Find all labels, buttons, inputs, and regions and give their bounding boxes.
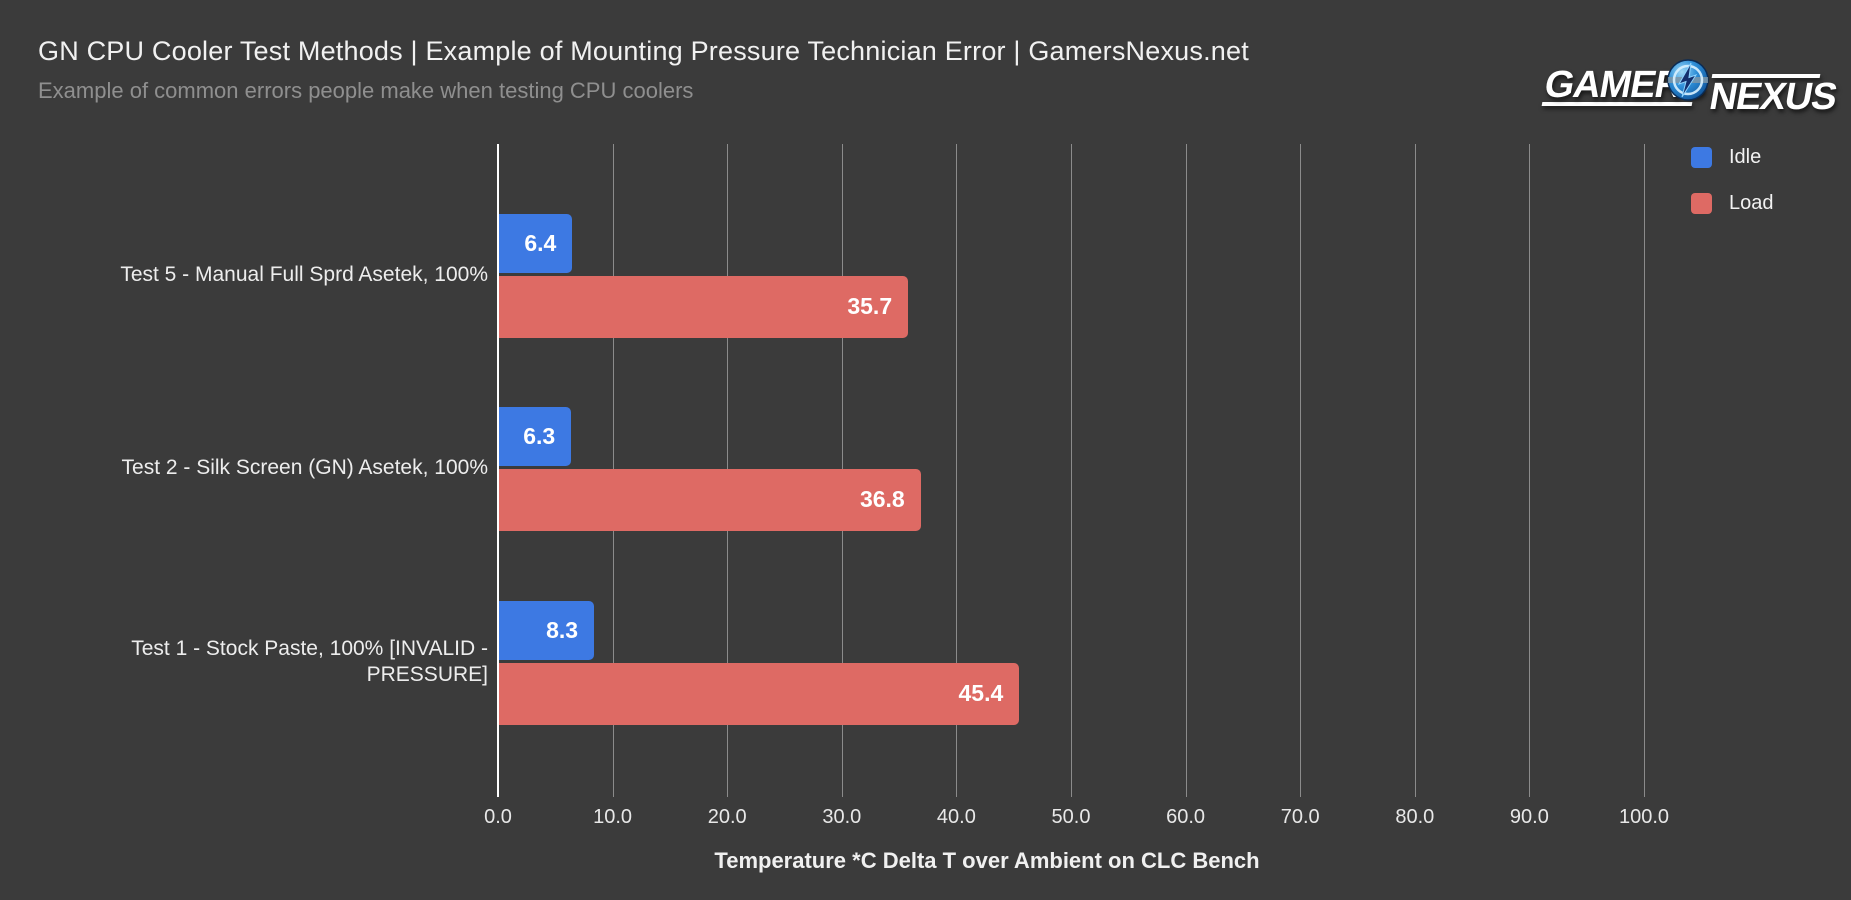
logo-text-nexus: NEXUS [1706,76,1840,118]
x-tick-label: 90.0 [1509,806,1549,828]
gridline [1414,144,1416,797]
gamersnexus-logo: GAMERS NEXUS [1540,50,1840,125]
load-bar [499,662,1020,725]
bar-value-label: 6.3 [523,422,556,449]
legend-label-idle: Idle [1729,145,1762,168]
x-tick-label: 50.0 [1051,806,1091,828]
x-axis-title: Temperature *C Delta T over Ambient on C… [714,848,1260,873]
category-label: Test 2 - Silk Screen (GN) Asetek, 100% [121,455,488,479]
gridline [1529,144,1531,797]
bar-value-label: 45.4 [958,680,1004,706]
y-axis-line [497,144,499,797]
category-label: Test 5 - Manual Full Sprd Asetek, 100% [120,262,488,286]
gridline [956,144,958,797]
x-tick-label: 30.0 [822,806,862,828]
bar-value-label: 6.4 [524,229,557,256]
idle-swatch-icon [1691,146,1712,168]
x-tick-label: 80.0 [1395,806,1435,828]
category-label: Test 1 - Stock Paste, 100% [INVALID - PR… [131,636,488,686]
gridline [1644,144,1645,797]
bar-value-label: 35.7 [847,293,893,319]
chart-title: GN CPU Cooler Test Methods | Example of … [38,36,1249,66]
load-bar [499,468,921,531]
idle-bar [499,406,572,466]
globe-lightning-icon [1667,59,1709,101]
x-tick-label: 60.0 [1166,806,1206,828]
gridline [1185,144,1187,797]
x-tick-label: 70.0 [1280,806,1320,828]
legend-item-load: Load [1691,191,1774,215]
gridline [1300,144,1302,797]
x-tick-label: 20.0 [707,806,747,828]
chart-subtitle: Example of common errors people make whe… [38,78,694,103]
idle-bar [499,213,573,273]
load-swatch-icon [1691,192,1712,214]
bar-value-label: 36.8 [859,486,905,512]
load-bar [499,275,909,338]
x-tick-label: 10.0 [593,806,633,828]
x-tick-label: 0.0 [484,806,512,828]
legend: Idle Load [1691,145,1774,237]
bar-value-label: 8.3 [546,616,579,643]
legend-label-load: Load [1729,191,1774,214]
x-tick-label: 40.0 [936,806,976,828]
gridline [1071,144,1072,797]
legend-item-idle: Idle [1691,145,1774,169]
idle-bar [499,600,595,660]
x-tick-label: 100.0 [1618,806,1670,828]
